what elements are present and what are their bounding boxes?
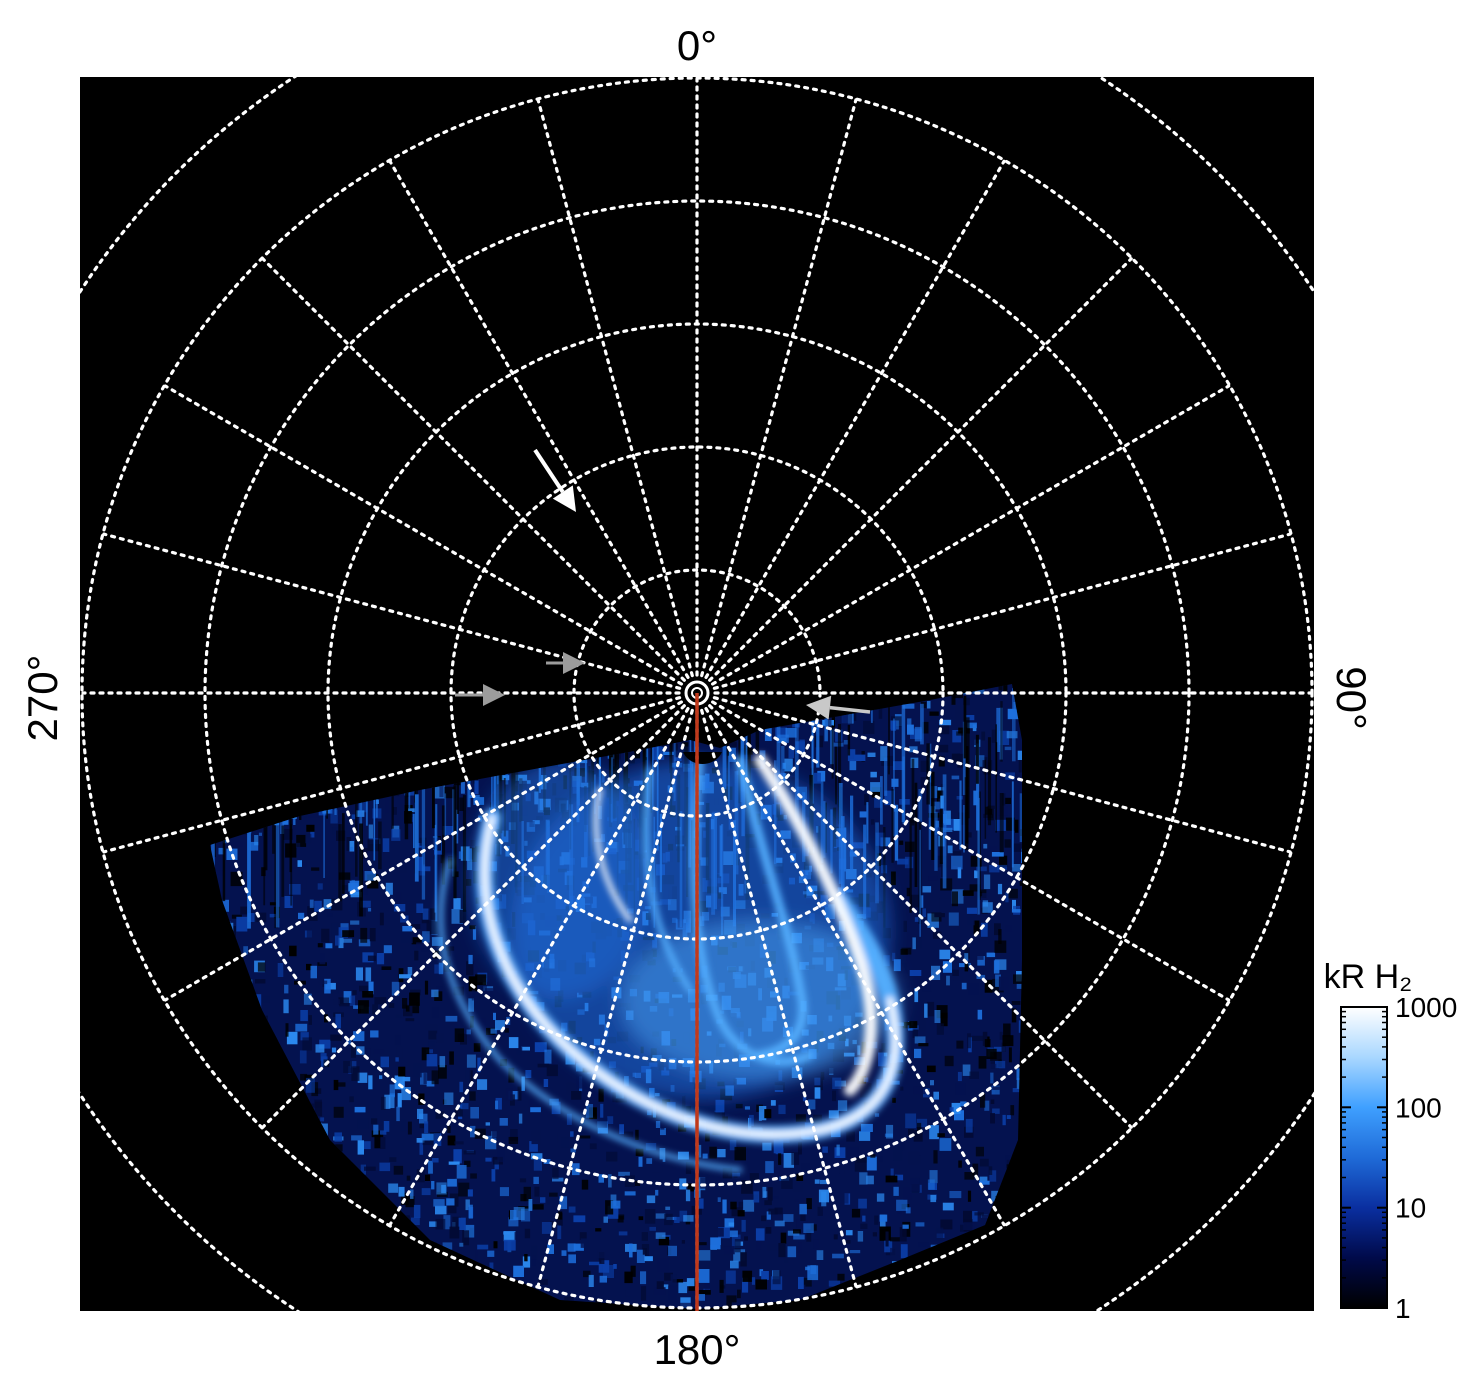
meridian-45 [708,257,1133,682]
aurora-arc-2 [754,754,877,1096]
meridian-30 [704,159,1006,680]
annotation-arrow-0 [533,448,576,512]
meridian-210 [388,706,690,1227]
aurora-arc-1 [481,814,899,1138]
meridian-135 [708,704,1133,1129]
colorbar-tick-label-3: 1000 [1395,992,1457,1023]
lon-label-270: 270° [19,655,66,742]
aurora-arc-7 [593,787,633,923]
lon-label-90: 90° [1328,666,1375,730]
colorbar-tick-label-2: 100 [1395,1092,1442,1123]
meridian-240 [163,700,684,1002]
aurora-arc-6 [438,857,743,1173]
meridian-105 [712,696,1292,854]
meridian-345 [536,98,694,678]
aurora-arc-5 [643,767,693,993]
aurora-arc-4 [690,756,814,1066]
annotation-arrow-2 [546,652,585,674]
meridian-195 [536,708,694,1288]
annotation-arrow-1 [455,684,505,706]
meridian-120 [710,700,1231,1002]
meridian-300 [163,384,684,686]
meridian-150 [704,706,1006,1227]
meridian-15 [700,98,858,678]
lon-label-0: 0° [677,22,717,69]
colorbar-gradient [1340,1006,1388,1309]
colorbar-label: kR H₂ [1324,958,1413,996]
annotation-arrow-3 [806,695,871,720]
meridian-165 [700,708,858,1288]
colorbar-tick-label-1: 10 [1395,1193,1426,1224]
meridian-330 [388,159,690,680]
meridian-60 [710,384,1231,686]
annotations [455,448,871,1311]
meridian-255 [102,696,682,854]
colorbar: kR H₂ 1 10 100 1000 [1324,958,1458,1324]
colorbar-tick-label-0: 1 [1395,1293,1411,1324]
meridian-315 [261,257,686,682]
lon-label-180: 180° [654,1326,741,1373]
meridian-75 [712,532,1292,690]
meridian-225 [261,704,686,1129]
